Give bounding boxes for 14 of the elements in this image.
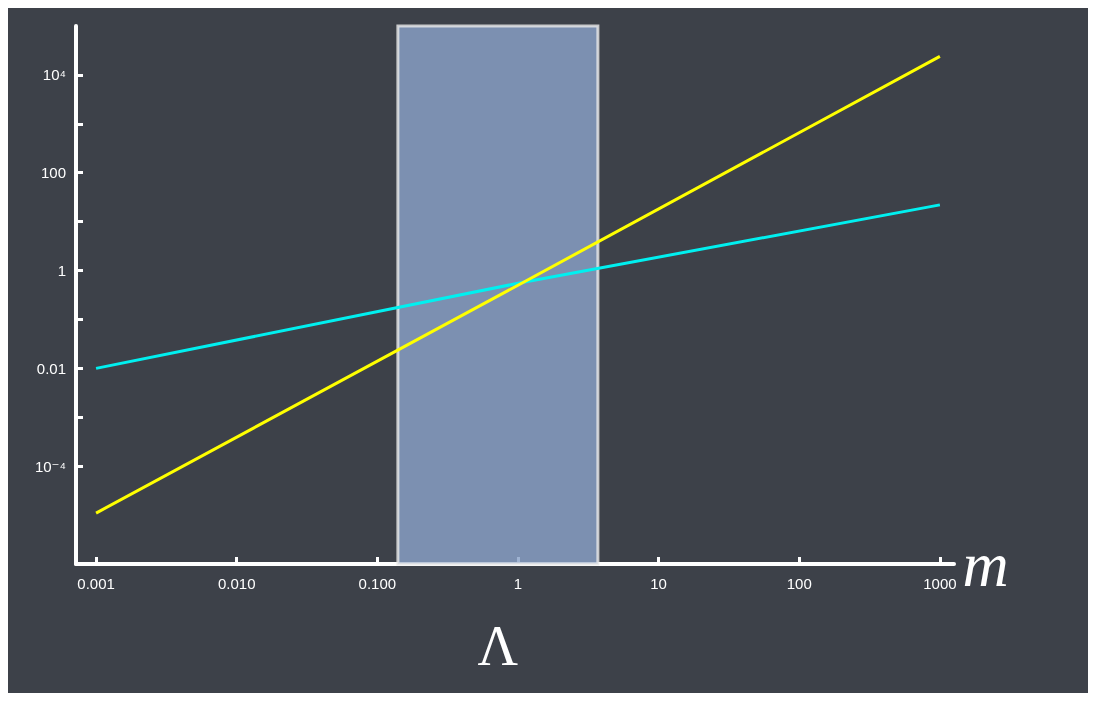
y-tick-label: 100	[40, 164, 66, 182]
x-tick-label: 100	[786, 575, 812, 592]
x-tick-label: 0.010	[217, 575, 256, 592]
y-tick-label: 0.01	[36, 359, 66, 377]
y-tick-label: 10⁴	[42, 66, 66, 84]
y-tick-label: 1	[57, 262, 66, 280]
y-tick-label: 10⁻⁴	[34, 457, 66, 475]
x-tick-label: 1000	[923, 575, 957, 592]
x-tick-label: 1	[513, 575, 523, 592]
band-label: Λ	[477, 614, 519, 677]
x-axis-title: m	[962, 528, 1009, 600]
x-tick-label: 0.100	[358, 575, 397, 592]
x-tick-label: 0.001	[77, 575, 115, 592]
x-tick-label: 10	[650, 575, 667, 592]
